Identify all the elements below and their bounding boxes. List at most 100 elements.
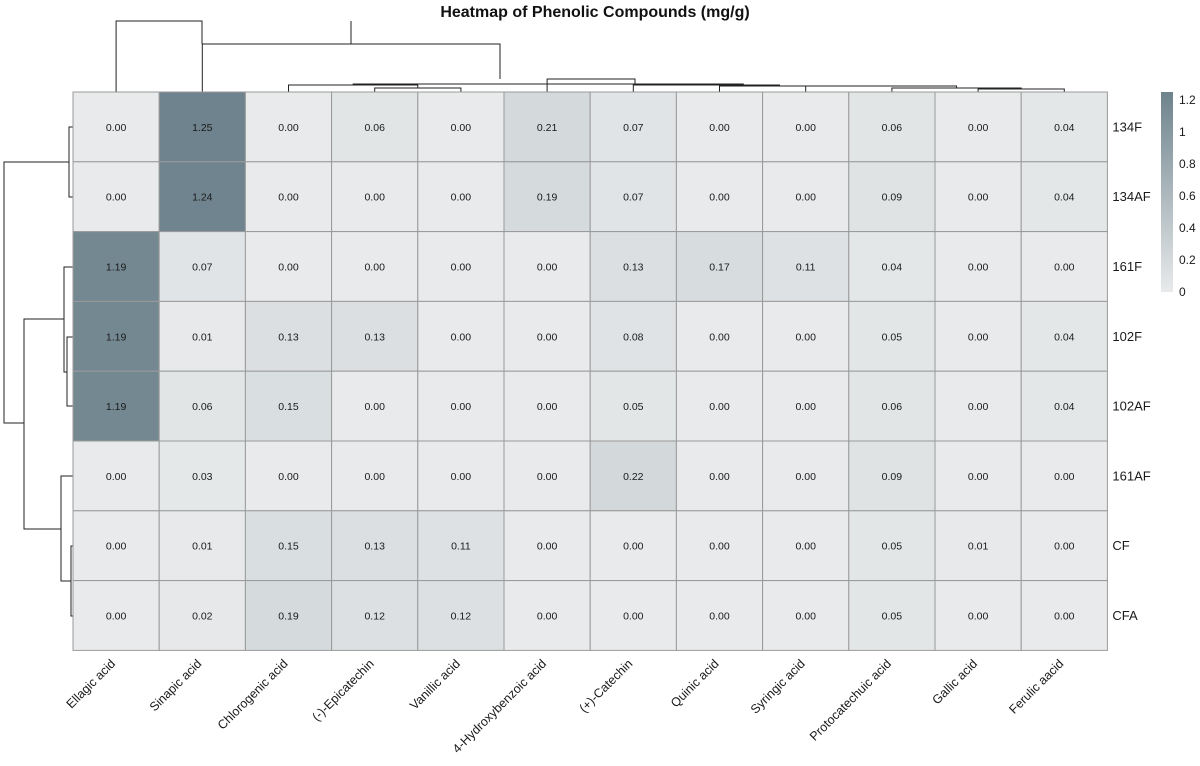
cell-value-label: 0.22: [623, 471, 644, 483]
cell-value-label: 0.04: [1054, 401, 1075, 413]
cell-value-label: 0.00: [278, 262, 299, 274]
cell-value-label: 0.00: [106, 611, 127, 623]
cell-value-label: 0.00: [364, 401, 385, 413]
cell-value-label: 0.00: [364, 192, 385, 204]
cell-value-label: 0.17: [709, 262, 730, 274]
heatmap-cell: [934, 231, 1022, 302]
cell-value-label: 0.00: [537, 262, 558, 274]
column-dendrogram-branch: [805, 85, 958, 92]
cell-value-label: 0.11: [451, 541, 471, 553]
cell-value-label: 0.07: [192, 262, 213, 274]
heatmap-cell: [848, 91, 936, 163]
cell-value-label: 0.00: [795, 541, 816, 553]
column-dendrogram-branch: [115, 20, 203, 92]
cell-value-label: 0.00: [1054, 262, 1075, 274]
column-label: Vanillic acid: [407, 657, 463, 713]
cell-value-label: 0.13: [364, 331, 385, 343]
heatmap-cell: [934, 580, 1022, 651]
row-dendrogram: [3, 126, 73, 617]
heatmap-cell: [762, 370, 850, 442]
cell-value-label: 0.00: [968, 471, 989, 483]
heatmap-cell: [503, 510, 591, 582]
cell-value-label: 0.00: [106, 471, 127, 483]
cell-value-label: 0.04: [1054, 122, 1075, 134]
row-labels: 134F 134AF 161F 102F 102AF 161AF CF CFA: [1112, 119, 1150, 623]
cell-value-label: 0.00: [106, 541, 127, 553]
row-dendrogram-branch: [63, 266, 73, 373]
heatmap-cell: [244, 510, 333, 582]
heatmap-cell: [72, 510, 160, 582]
cell-value-label: 0.00: [537, 611, 558, 623]
column-dendrogram-branch: [374, 87, 462, 92]
heatmap-cell: [503, 91, 591, 163]
heatmap-cell: [503, 231, 591, 302]
heatmap-cell: [72, 161, 160, 233]
cell-value-label: 0.00: [968, 611, 989, 623]
legend-tick-label: 0.8: [1179, 157, 1196, 171]
heatmap-cell: [244, 370, 333, 442]
column-label: (+)-Catechin: [577, 657, 636, 716]
column-label: Sinapic acid: [147, 657, 205, 715]
cell-value-label: 0.00: [968, 401, 989, 413]
heatmap-cell: [158, 370, 246, 442]
cell-value-label: 0.00: [795, 122, 816, 134]
heatmap-cell: [934, 91, 1022, 163]
cell-value-label: 0.04: [1054, 192, 1075, 204]
heatmap-cell: [331, 161, 419, 233]
cell-value-label: 0.00: [709, 331, 730, 343]
column-labels: Ellagic acid Sinapic acid Chlorogenic acid…: [64, 657, 1067, 756]
legend-tick-label: 0.6: [1179, 189, 1196, 203]
cell-value-label: 0.11: [796, 262, 816, 274]
cell-value-label: 0.00: [968, 192, 989, 204]
row-label: CFA: [1112, 608, 1138, 623]
column-label: Syringic acid: [748, 657, 808, 717]
cell-value-label: 0.12: [364, 611, 385, 623]
cell-value-label: 0.00: [709, 541, 730, 553]
cell-value-label: 1.19: [106, 262, 127, 274]
column-label: 4-Hydroxybenzoic acid: [450, 657, 549, 756]
cell-value-label: 0.13: [278, 331, 299, 343]
heatmap-cell: [848, 161, 936, 233]
cell-value-label: 0.04: [882, 262, 903, 274]
cell-value-label: 0.06: [882, 122, 903, 134]
heatmap-cell: [762, 300, 850, 372]
cell-value-label: 0.00: [795, 401, 816, 413]
cell-value-label: 1.24: [192, 192, 213, 204]
column-label: Ferulic aacid: [1006, 657, 1066, 717]
heatmap-cell: [503, 440, 591, 512]
heatmap-cell: [244, 161, 333, 233]
row-label: 161F: [1112, 259, 1142, 274]
cell-value-label: 0.00: [623, 611, 644, 623]
heatmap-cell: [675, 370, 764, 442]
heatmap-cell: [848, 580, 936, 651]
cell-value-label: 0.06: [882, 401, 903, 413]
legend-tick-label: 0.2: [1179, 253, 1196, 267]
cell-value-label: 0.00: [623, 541, 644, 553]
heatmap-cell: [1020, 580, 1108, 651]
legend-color-bar: [1161, 92, 1173, 292]
cell-value-label: 0.00: [968, 122, 989, 134]
cell-value-label: 0.07: [623, 192, 644, 204]
cell-value-label: 0.00: [278, 192, 299, 204]
cell-value-label: 0.07: [623, 122, 644, 134]
cell-value-label: 0.00: [795, 611, 816, 623]
heatmap-cell: [762, 161, 850, 233]
cell-value-label: 0.19: [278, 611, 299, 623]
heatmap-cell: [589, 370, 677, 442]
row-dendrogram-branch: [68, 126, 73, 198]
heatmap-cell: [675, 580, 764, 651]
chart-title: Heatmap of Phenolic Compounds (mg/g): [440, 4, 749, 21]
heatmap-cell: [762, 91, 850, 163]
column-dendrogram-branch: [352, 83, 744, 85]
heatmap-cell: [589, 510, 677, 582]
column-label: Chlorogenic acid: [215, 657, 291, 733]
cell-value-label: 0.05: [882, 611, 903, 623]
row-label: 134AF: [1112, 189, 1150, 204]
heatmap-cell: [762, 440, 850, 512]
heatmap-cell: [848, 300, 936, 372]
cell-value-label: 0.00: [795, 331, 816, 343]
cell-value-label: 1.19: [106, 331, 127, 343]
heatmap-cell: [848, 231, 936, 302]
